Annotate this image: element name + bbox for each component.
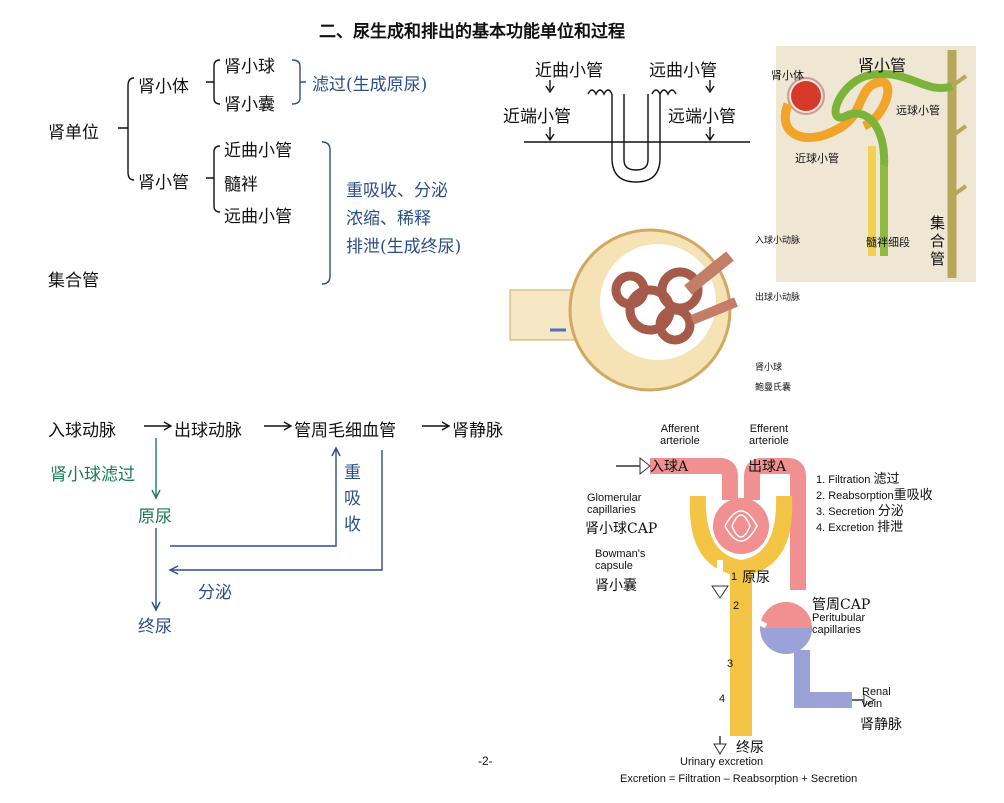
nephron-label: 肾单位 bbox=[48, 123, 99, 143]
renal-corpuscle-label: 肾小体 bbox=[138, 77, 189, 97]
step-2-num: 2 bbox=[733, 600, 740, 612]
flow-filtration: 肾小球滤过 bbox=[50, 465, 135, 485]
peritubular-cn: 管周CAP bbox=[812, 597, 871, 613]
primary-urine-cn: 原尿 bbox=[742, 570, 770, 586]
excretion-equation: Excretion = Filtration – Reabsorption + … bbox=[620, 773, 858, 785]
afferent-cn: 入球A bbox=[650, 459, 689, 475]
glomerular-caps-en: Glomerular capillaries bbox=[587, 492, 642, 516]
step-4-num: 4 bbox=[719, 693, 726, 705]
capsule-label: 肾小囊 bbox=[224, 95, 275, 115]
flow-secretion: 分泌 bbox=[198, 583, 232, 603]
process-2: 2. Reabsorption重吸收 bbox=[816, 488, 933, 503]
glomerulus-drawing bbox=[509, 228, 738, 392]
schematic-drawing bbox=[616, 456, 875, 755]
function-concentrate: 浓缩、稀释 bbox=[346, 209, 431, 229]
process-3: 3. Secretion 分泌 bbox=[816, 504, 904, 519]
photo-distal: 远球小管 bbox=[896, 104, 940, 117]
photo-loop: 髓袢细段 bbox=[866, 236, 910, 249]
flow-renal-vein: 肾静脉 bbox=[452, 421, 503, 441]
bowman-en: Bowman's capsule bbox=[595, 548, 646, 572]
loop-label: 髓袢 bbox=[224, 175, 258, 195]
flow-peritubular: 管周毛细血管 bbox=[294, 421, 396, 441]
process-4: 4. Excretion 排泄 bbox=[816, 520, 904, 535]
photo-corpuscle: 肾小体 bbox=[771, 69, 804, 82]
page-number: -2- bbox=[478, 754, 493, 768]
proximal-tubule-label: 近曲小管 bbox=[224, 141, 292, 161]
loop-distal-straight: 远端小管 bbox=[668, 102, 736, 127]
collecting-duct-label: 集合管 bbox=[48, 271, 99, 291]
final-urine-cn: 终尿 bbox=[736, 740, 764, 756]
urinary-excretion-label: Urinary excretion bbox=[680, 756, 764, 768]
loop-proximal-straight: 近端小管 bbox=[503, 102, 571, 127]
loop-proximal-conv: 近曲小管 bbox=[535, 61, 603, 81]
flow-arrows bbox=[144, 421, 451, 612]
loop-sketch bbox=[524, 80, 750, 183]
loop-distal-conv: 远曲小管 bbox=[649, 61, 717, 81]
afferent-en: Afferent arteriole bbox=[660, 423, 700, 447]
page-title: 二、尿生成和排出的基本功能单位和过程 bbox=[319, 22, 625, 42]
afferent-arteriole-label: 入球小动脉 bbox=[755, 236, 801, 246]
renal-vein-en: Renal vein bbox=[862, 686, 891, 710]
renal-vein-cn: 肾静脉 bbox=[860, 717, 902, 733]
flow-primary-urine: 原尿 bbox=[138, 507, 172, 527]
flow-efferent: 出球动脉 bbox=[174, 421, 242, 441]
renal-tubule-label: 肾小管 bbox=[138, 173, 189, 193]
nephron-illustration-drawing bbox=[776, 46, 976, 282]
photo-tubule: 肾小管 bbox=[858, 56, 907, 75]
efferent-cn: 出球A bbox=[748, 459, 787, 475]
bowman-capsule-label: 鲍曼氏囊 bbox=[755, 383, 792, 393]
efferent-arteriole-label: 出球小动脉 bbox=[755, 293, 801, 303]
step-3-num: 3 bbox=[727, 658, 734, 670]
glomerular-caps-cn: 肾小球CAP bbox=[585, 521, 658, 537]
peritubular-en: Peritubular capillaries bbox=[812, 612, 866, 636]
flow-afferent: 入球动脉 bbox=[48, 421, 116, 441]
glomerulus-img-label: 肾小球 bbox=[755, 363, 783, 373]
photo-collecting: 集合管 bbox=[930, 214, 946, 268]
function-excrete: 排泄(生成终尿) bbox=[346, 237, 462, 257]
process-1: 1. Filtration 滤过 bbox=[816, 472, 900, 487]
efferent-en: Efferent arteriole bbox=[749, 423, 789, 447]
bowman-cn: 肾小囊 bbox=[595, 578, 637, 594]
tree-brackets bbox=[118, 59, 331, 285]
glomerulus-label: 肾小球 bbox=[224, 57, 275, 77]
step-1-num: 1 bbox=[731, 571, 738, 583]
flow-final-urine: 终尿 bbox=[138, 617, 172, 637]
filtration-label: 滤过(生成原尿) bbox=[312, 75, 428, 95]
flow-reabsorption: 重吸收 bbox=[344, 463, 361, 535]
distal-tubule-label: 远曲小管 bbox=[224, 207, 292, 227]
photo-proximal: 近球小管 bbox=[795, 152, 839, 165]
function-reabsorb: 重吸收、分泌 bbox=[346, 181, 448, 201]
